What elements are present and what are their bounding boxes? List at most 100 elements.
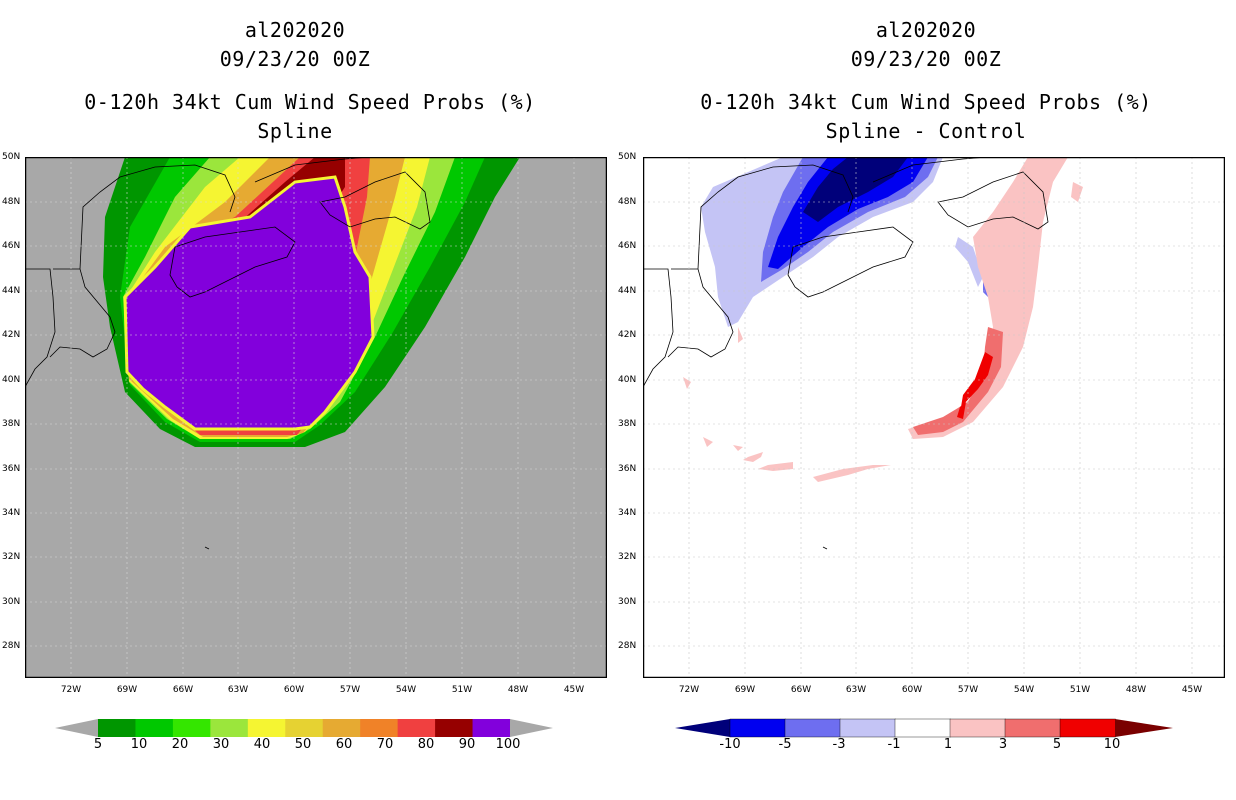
- left-colorbar-cell: [435, 719, 474, 737]
- left-colorbar-label: 90: [458, 737, 476, 752]
- left-map-panel: [24, 156, 608, 679]
- left-colorbar-cell: [98, 719, 136, 737]
- right-lon-label: 69W: [734, 685, 756, 695]
- left-lat-label: 46N: [2, 241, 21, 251]
- left-lat-label: 30N: [2, 597, 21, 607]
- right-lat-label: 36N: [618, 464, 637, 474]
- left-lat-label: 44N: [2, 286, 21, 296]
- right-colorbar-label: 5: [1052, 737, 1062, 752]
- right-colorbar-cell: [839, 718, 896, 738]
- left-lat-label: 34N: [2, 508, 21, 518]
- left-lat-label: 40N: [2, 375, 21, 385]
- right-lon-label: 54W: [1013, 685, 1035, 695]
- right-colorbar-cell: [949, 718, 1006, 738]
- left-colorbar: [55, 719, 553, 737]
- right-lon-label: 72W: [678, 685, 700, 695]
- right-lat-label: 40N: [618, 375, 637, 385]
- right-title-product: 0-120h 34kt Cum Wind Speed Probs (%): [700, 90, 1152, 114]
- right-colorbar-label: -3: [832, 737, 846, 752]
- left-colorbar-cell: [397, 719, 436, 737]
- left-colorbar-label: 60: [335, 737, 353, 752]
- right-lon-label: 63W: [845, 685, 867, 695]
- right-colorbar-label: 3: [998, 737, 1008, 752]
- right-lat-label: 30N: [618, 597, 637, 607]
- left-colorbar-label: 80: [417, 737, 435, 752]
- left-lon-label: 72W: [60, 685, 82, 695]
- diff-minus-10: [803, 157, 908, 222]
- coastline: [24, 156, 431, 550]
- right-colorbar-cell: [1004, 718, 1061, 738]
- left-colorbar-label: 20: [171, 737, 189, 752]
- right-lat-label: 50N: [618, 152, 637, 162]
- left-lon-label: 45W: [563, 685, 585, 695]
- right-lon-label: 45W: [1181, 685, 1203, 695]
- right-title-storm-id: al202020: [875, 18, 977, 42]
- left-map-frame: [24, 156, 608, 679]
- left-lat-label: 48N: [2, 197, 21, 207]
- right-colorbar-cell: [894, 718, 951, 738]
- left-lat-label: 42N: [2, 330, 21, 340]
- right-lat-label: 28N: [618, 641, 637, 651]
- right-lon-label: 57W: [957, 685, 979, 695]
- left-colorbar-cell: [172, 719, 211, 737]
- right-title-date: 09/23/20 00Z: [850, 47, 1002, 71]
- diff-plus-1: [683, 157, 1083, 482]
- right-colorbar-label: 10: [1103, 737, 1121, 752]
- diff-plus-3: [913, 327, 1003, 435]
- left-colorbar-cell: [210, 719, 249, 737]
- left-colorbar-label: 30: [212, 737, 230, 752]
- left-lon-label: 63W: [227, 685, 249, 695]
- left-lon-label: 57W: [339, 685, 361, 695]
- coastline: [642, 156, 1049, 550]
- left-grid: [25, 157, 607, 678]
- right-colorbar-cell: [784, 718, 841, 738]
- left-colorbar-cell: [472, 719, 511, 737]
- left-colorbar-cell: [322, 719, 361, 737]
- left-map-svg: [24, 156, 608, 679]
- diff-plus-5: [957, 352, 993, 419]
- left-lon-label: 48W: [507, 685, 529, 695]
- left-title-method: Spline: [257, 119, 333, 143]
- left-colorbar-cell: [135, 719, 174, 737]
- right-lat-label: 42N: [618, 330, 637, 340]
- left-colorbar-label: 5: [93, 737, 103, 752]
- left-title-date: 09/23/20 00Z: [219, 47, 371, 71]
- right-colorbar-cell: [1059, 718, 1116, 738]
- left-lon-label: 51W: [451, 685, 473, 695]
- right-colorbar-label: -5: [778, 737, 792, 752]
- left-colorbar-label: 70: [376, 737, 394, 752]
- left-lat-label: 36N: [2, 464, 21, 474]
- right-lat-label: 46N: [618, 241, 637, 251]
- right-colorbar-cell: [729, 718, 786, 738]
- right-colorbar: [675, 718, 1173, 738]
- right-grid: [643, 157, 1225, 678]
- left-title-product: 0-120h 34kt Cum Wind Speed Probs (%): [84, 90, 536, 114]
- left-lon-label: 54W: [395, 685, 417, 695]
- right-lon-label: 48W: [1125, 685, 1147, 695]
- right-lat-label: 32N: [618, 552, 637, 562]
- left-colorbar-max-arrow: [510, 719, 553, 737]
- right-lat-label: 44N: [618, 286, 637, 296]
- right-lat-label: 34N: [618, 508, 637, 518]
- diff-minus-1: [701, 157, 983, 327]
- left-colorbar-label: 100: [495, 737, 521, 752]
- left-lon-label: 69W: [116, 685, 138, 695]
- left-colorbar-cell: [360, 719, 399, 737]
- left-lon-label: 66W: [172, 685, 194, 695]
- right-colorbar-label: -10: [719, 737, 741, 752]
- left-colorbar-label: 10: [130, 737, 148, 752]
- left-lat-label: 32N: [2, 552, 21, 562]
- left-colorbar-cell: [285, 719, 324, 737]
- right-lon-label: 51W: [1069, 685, 1091, 695]
- left-lat-label: 28N: [2, 641, 21, 651]
- right-lat-label: 48N: [618, 197, 637, 207]
- diff-minus-5: [768, 157, 928, 269]
- left-colorbar-cell: [247, 719, 286, 737]
- left-lat-label: 38N: [2, 419, 21, 429]
- left-colorbar-label: 40: [253, 737, 271, 752]
- right-map-svg: [642, 156, 1226, 679]
- left-colorbar-label: 50: [294, 737, 312, 752]
- right-colorbar-label: -1: [887, 737, 901, 752]
- right-map-frame: [642, 156, 1226, 679]
- right-map-panel: [642, 156, 1226, 679]
